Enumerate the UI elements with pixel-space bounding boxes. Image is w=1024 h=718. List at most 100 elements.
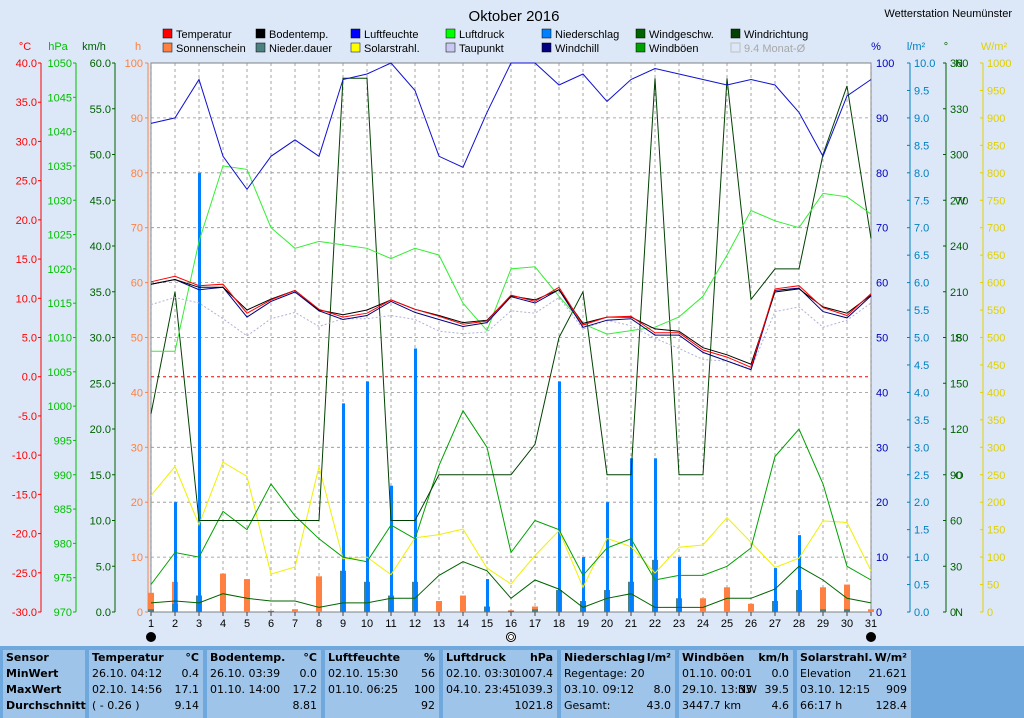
axis-tick-label: 50 (987, 580, 999, 592)
axis-tick-label: 8.0 (914, 168, 929, 180)
axis-tick-label: 700 (987, 223, 1005, 235)
series-line-windgeschw (150, 561, 872, 608)
axis-tick-label: -5.0 (18, 411, 37, 423)
series-line-windchill (150, 278, 872, 371)
legend-swatch (541, 42, 552, 53)
stat-row: 66:17 h 128.4 (800, 699, 907, 715)
stat-value: 1007.4 (514, 667, 554, 680)
axis-unit-wm2: W/m² (981, 41, 1008, 53)
stat-block: Luftfeuchte% 02.10. 15:30 56 01.10. 06:25 10… (325, 650, 439, 718)
axis-tick-label: 7.0 (914, 223, 929, 235)
stat-label: Regentage: 20 (564, 667, 645, 680)
stat-value: 100 (414, 683, 435, 696)
stat-header-title: Luftdruck (446, 651, 506, 664)
axis-tick-label: -30.0 (12, 607, 37, 619)
axis-tick-label: 60 (131, 278, 143, 290)
axis-tick-label: 50 (131, 333, 143, 345)
legend-label: Temperatur (176, 29, 232, 41)
x-tick-label: 28 (793, 618, 805, 630)
full-moon-inner (508, 634, 514, 640)
legend-label: Windgeschw. (649, 29, 714, 41)
stat-row: 01.10. 14:00 17.2 (210, 683, 317, 699)
x-tick-label: 26 (745, 618, 757, 630)
stat-row: Regentage: 20 (564, 667, 671, 683)
axis-tick-label: 40 (131, 387, 143, 399)
bar-niederschlag (606, 502, 609, 612)
series-line-taupunkt (150, 296, 872, 370)
series-line-bodentemp (150, 278, 872, 365)
stat-value: 1039.3 (514, 683, 554, 696)
axis-tick-label: 10.0 (914, 58, 935, 70)
bar-niederschlag (342, 403, 345, 612)
stat-row: 1021.8 (446, 699, 554, 715)
stat-row: MinWert (6, 667, 81, 683)
axis-tick-label: 970 (54, 607, 72, 619)
axis-tick-label: 120 (950, 424, 968, 436)
stat-label: Gesamt: (564, 699, 611, 712)
axis-tick-label: -15.0 (12, 489, 37, 501)
series-line-windben (150, 409, 872, 585)
axis-tick-label: 980 (54, 538, 72, 550)
bar-sonnenschein (436, 601, 442, 612)
axis-tick-label: 100 (125, 58, 143, 70)
axis-tick-label: 1030 (48, 195, 72, 207)
stat-label: ( - 0.26 ) (92, 699, 140, 712)
axis-tick-label: 995 (54, 435, 72, 447)
axis-tick-label: 900 (987, 113, 1005, 125)
x-tick-label: 23 (673, 618, 685, 630)
bar-niederdauer (820, 609, 826, 612)
axis-tick-label: 200 (987, 497, 1005, 509)
series-line-windrichtung (150, 77, 872, 521)
stat-label: 26.10. 04:12 (92, 667, 163, 680)
axis-unit-celsius: °C (19, 41, 31, 53)
bar-niederdauer (532, 609, 538, 612)
bar-sonnenschein (724, 587, 730, 612)
stat-block: Sensor MinWert MaxWert Durchschnitt (3, 650, 86, 718)
stat-header-unit: l/m² (646, 651, 671, 664)
axis-tick-label: 60 (950, 516, 962, 528)
axis-tick-label: 10 (131, 552, 143, 564)
compass-label: S (955, 333, 962, 345)
bar-niederdauer (148, 609, 154, 612)
stat-direction: NW (737, 683, 757, 696)
axis-tick-label: -20.0 (12, 529, 37, 541)
stat-value: 39.5 (764, 683, 790, 696)
axis-tick-label: 40.0 (16, 58, 37, 70)
stat-value: 43.0 (646, 699, 672, 712)
compass-label: O (955, 470, 964, 482)
axis-tick-label: 50 (876, 333, 888, 345)
stat-value: 92 (421, 699, 435, 712)
axis-tick-label: 9.5 (914, 85, 929, 97)
x-tick-label: 22 (649, 618, 661, 630)
axis-tick-label: 90 (876, 113, 888, 125)
x-tick-label: 12 (409, 618, 421, 630)
axis-tick-label: 950 (987, 85, 1005, 97)
x-tick-label: 31 (865, 618, 877, 630)
x-tick-label: 27 (769, 618, 781, 630)
bar-niederschlag (774, 568, 777, 612)
stat-header: Sensor (6, 651, 81, 667)
axis-unit-hpa: hPa (48, 41, 68, 53)
legend-label: Luftfeuchte (364, 29, 418, 41)
axis-tick-label: 1050 (48, 58, 72, 70)
axis-tick-label: 30 (950, 561, 962, 573)
stat-row: MaxWert (6, 683, 81, 699)
new-moon-icon (146, 632, 156, 642)
axis-tick-label: 1000 (987, 58, 1011, 70)
bar-niederschlag (654, 458, 657, 612)
bar-niederschlag (486, 579, 489, 612)
axis-tick-label: 80 (876, 168, 888, 180)
axis-tick-label: 5.0 (914, 333, 929, 345)
axis-tick-label: 20 (131, 497, 143, 509)
legend-swatch (541, 28, 552, 39)
axis-tick-label: 1010 (48, 333, 72, 345)
bar-niederschlag (366, 381, 369, 612)
axis-tick-label: 35.0 (16, 97, 37, 109)
station-name: Wetterstation Neumünster (884, 8, 1012, 20)
x-tick-label: 13 (433, 618, 445, 630)
stat-header: Luftdruck hPa (446, 651, 553, 667)
x-tick-label: 24 (697, 618, 709, 630)
axis-tick-label: 55.0 (90, 104, 111, 116)
axis-tick-label: 15.0 (16, 254, 37, 266)
legend-label: Luftdruck (459, 29, 505, 41)
